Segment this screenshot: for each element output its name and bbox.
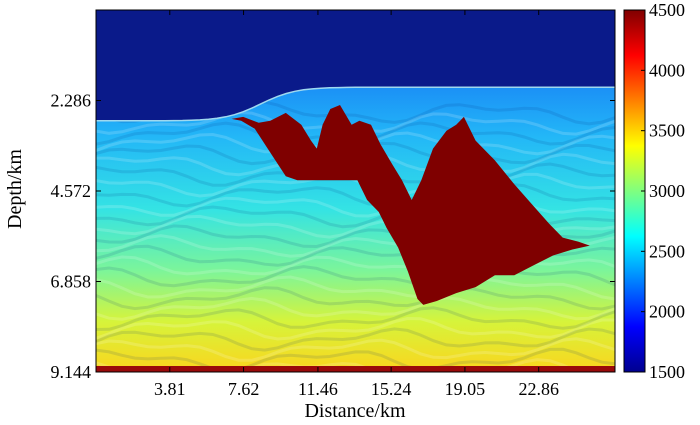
bottom-band [96, 366, 615, 372]
sediment-streak [96, 316, 615, 341]
x-axis-label: Distance/km [304, 400, 406, 422]
water-layer [96, 10, 615, 121]
sediment-streak [96, 296, 615, 321]
colorbar-tick-label: 4000 [649, 60, 685, 80]
x-tick-label: 22.86 [518, 379, 559, 399]
sediment-streak [96, 358, 586, 372]
sediment-streak [96, 182, 615, 208]
sediment-streak [96, 275, 615, 301]
x-tick-label: 19.05 [445, 379, 486, 399]
y-tick-label: 9.144 [51, 362, 92, 382]
colorbar-tick-label: 2000 [649, 302, 685, 322]
colorbar-axis: 4500 4000 3500 3000 2500 2000 1500 [641, 0, 685, 382]
sediment-streak [96, 286, 615, 311]
x-tick-label: 7.62 [228, 379, 260, 399]
salt-body [231, 105, 590, 305]
y-axis-label: Depth/km [4, 149, 26, 229]
colorbar-tick-label: 4500 [649, 0, 685, 20]
x-tick-label: 3.81 [154, 379, 186, 399]
sediment-streak [96, 172, 615, 198]
x-tick-label: 15.24 [371, 379, 412, 399]
seafloor-line [96, 86, 615, 122]
colorbar-tick-label: 2500 [649, 241, 685, 261]
colorbar-tick-label: 1500 [649, 362, 685, 382]
x-axis: 3.81 7.62 11.46 15.24 19.05 22.86 [154, 10, 559, 399]
sediment-streak [96, 347, 615, 372]
sediment-streak [96, 306, 615, 331]
y-tick-label: 4.572 [51, 181, 92, 201]
sediment-streak [96, 265, 615, 290]
sediment-streak [96, 327, 615, 352]
velocity-image [96, 10, 615, 372]
sediment-streak [96, 337, 615, 362]
y-tick-label: 6.858 [51, 272, 92, 292]
x-tick-label: 11.46 [298, 379, 338, 399]
y-axis: 2.286 4.572 6.858 9.144 [51, 91, 615, 382]
colorbar-tick-label: 3500 [649, 121, 685, 141]
colorbar-tick-label: 3000 [649, 181, 685, 201]
y-tick-label: 2.286 [51, 91, 92, 111]
